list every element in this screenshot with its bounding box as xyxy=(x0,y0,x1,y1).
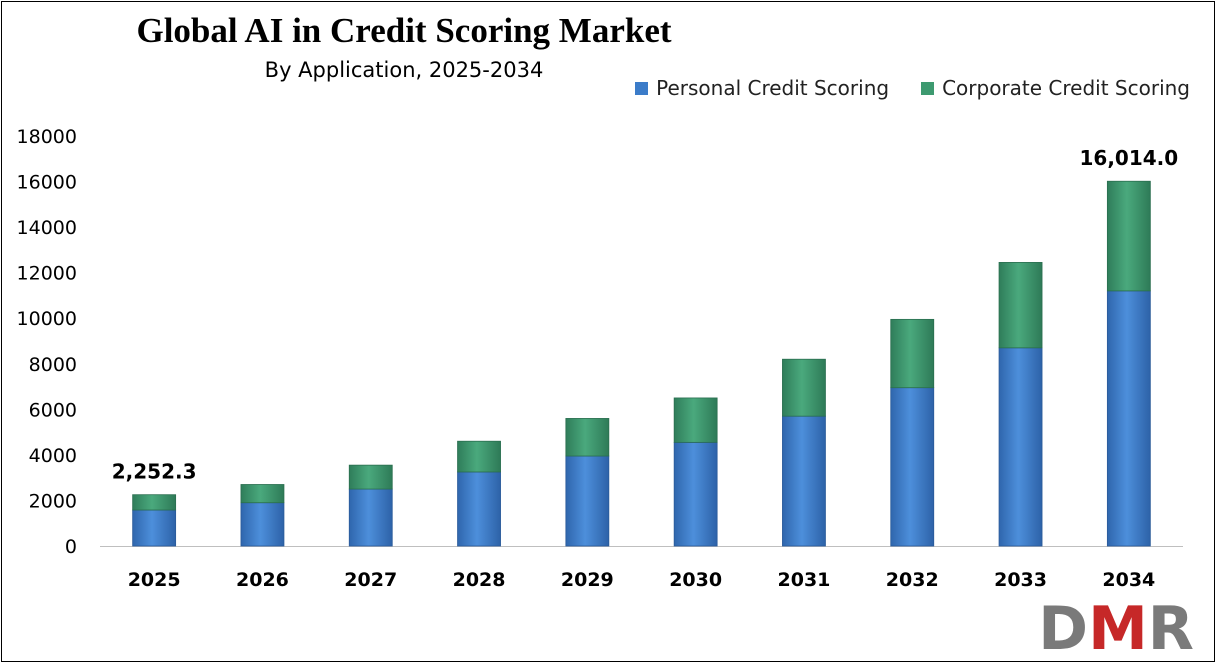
bar-personal-2026 xyxy=(240,502,285,547)
x-tick-label: 2033 xyxy=(994,569,1047,591)
x-tick-label: 2029 xyxy=(561,569,614,591)
bar-personal-2034 xyxy=(1106,290,1151,547)
bar-personal-2030 xyxy=(673,441,718,547)
y-tick-label: 8000 xyxy=(29,354,77,376)
legend-swatch-personal xyxy=(635,81,649,95)
y-tick-label: 18000 xyxy=(17,126,77,148)
x-tick-label: 2034 xyxy=(1102,569,1155,591)
x-tick-label: 2026 xyxy=(236,569,289,591)
bar-personal-2032 xyxy=(890,387,935,547)
chart-subtitle: By Application, 2025-2034 xyxy=(264,58,544,82)
data-label-2025: 2,252.3 xyxy=(112,460,197,484)
legend-label-corporate: Corporate Credit Scoring xyxy=(942,76,1190,100)
bar-personal-2033 xyxy=(998,347,1043,547)
x-tick-label: 2027 xyxy=(344,569,397,591)
y-tick-label: 12000 xyxy=(17,263,77,285)
bar-corporate-2025 xyxy=(132,494,177,511)
x-tick-label: 2030 xyxy=(669,569,722,591)
legend-item-personal: Personal Credit Scoring xyxy=(635,76,889,100)
bar-personal-2029 xyxy=(565,455,610,547)
logo-letter-m: M xyxy=(1088,594,1148,662)
y-tick-label: 4000 xyxy=(29,445,77,467)
x-tick-label: 2025 xyxy=(128,569,181,591)
bar-corporate-2028 xyxy=(457,440,501,473)
chart-title: Global AI in Credit Scoring Market xyxy=(136,11,672,50)
bar-corporate-2033 xyxy=(998,262,1043,349)
bar-corporate-2030 xyxy=(673,397,718,443)
bar-corporate-2034 xyxy=(1106,180,1151,292)
bar-corporate-2029 xyxy=(565,418,610,457)
legend-label-personal: Personal Credit Scoring xyxy=(656,76,890,100)
y-tick-label: 6000 xyxy=(29,399,77,421)
logo-letter-r: R xyxy=(1147,594,1194,662)
bar-personal-2025 xyxy=(132,509,177,547)
y-tick-label: 10000 xyxy=(17,308,77,330)
y-tick-label: 16000 xyxy=(17,172,77,194)
bar-personal-2028 xyxy=(457,471,501,547)
bar-personal-2027 xyxy=(348,488,393,547)
logo-letter-d: D xyxy=(1038,594,1089,662)
x-tick-label: 2031 xyxy=(778,569,831,591)
bar-corporate-2031 xyxy=(782,358,826,417)
legend-swatch-corporate xyxy=(921,81,935,95)
data-label-2034: 16,014.0 xyxy=(1079,146,1178,170)
bar-corporate-2032 xyxy=(890,318,935,389)
x-tick-label: 2032 xyxy=(886,569,939,591)
bar-corporate-2027 xyxy=(348,464,393,490)
dmr-logo: D M R xyxy=(1038,594,1194,662)
bar-personal-2031 xyxy=(782,415,826,547)
legend: Personal Credit Scoring Corporate Credit… xyxy=(635,76,1190,100)
bar-corporate-2026 xyxy=(240,484,285,504)
y-tick-label: 2000 xyxy=(29,490,77,512)
y-tick-label: 14000 xyxy=(17,217,77,239)
legend-item-corporate: Corporate Credit Scoring xyxy=(921,76,1190,100)
y-tick-label: 0 xyxy=(65,536,77,558)
x-tick-label: 2028 xyxy=(453,569,506,591)
